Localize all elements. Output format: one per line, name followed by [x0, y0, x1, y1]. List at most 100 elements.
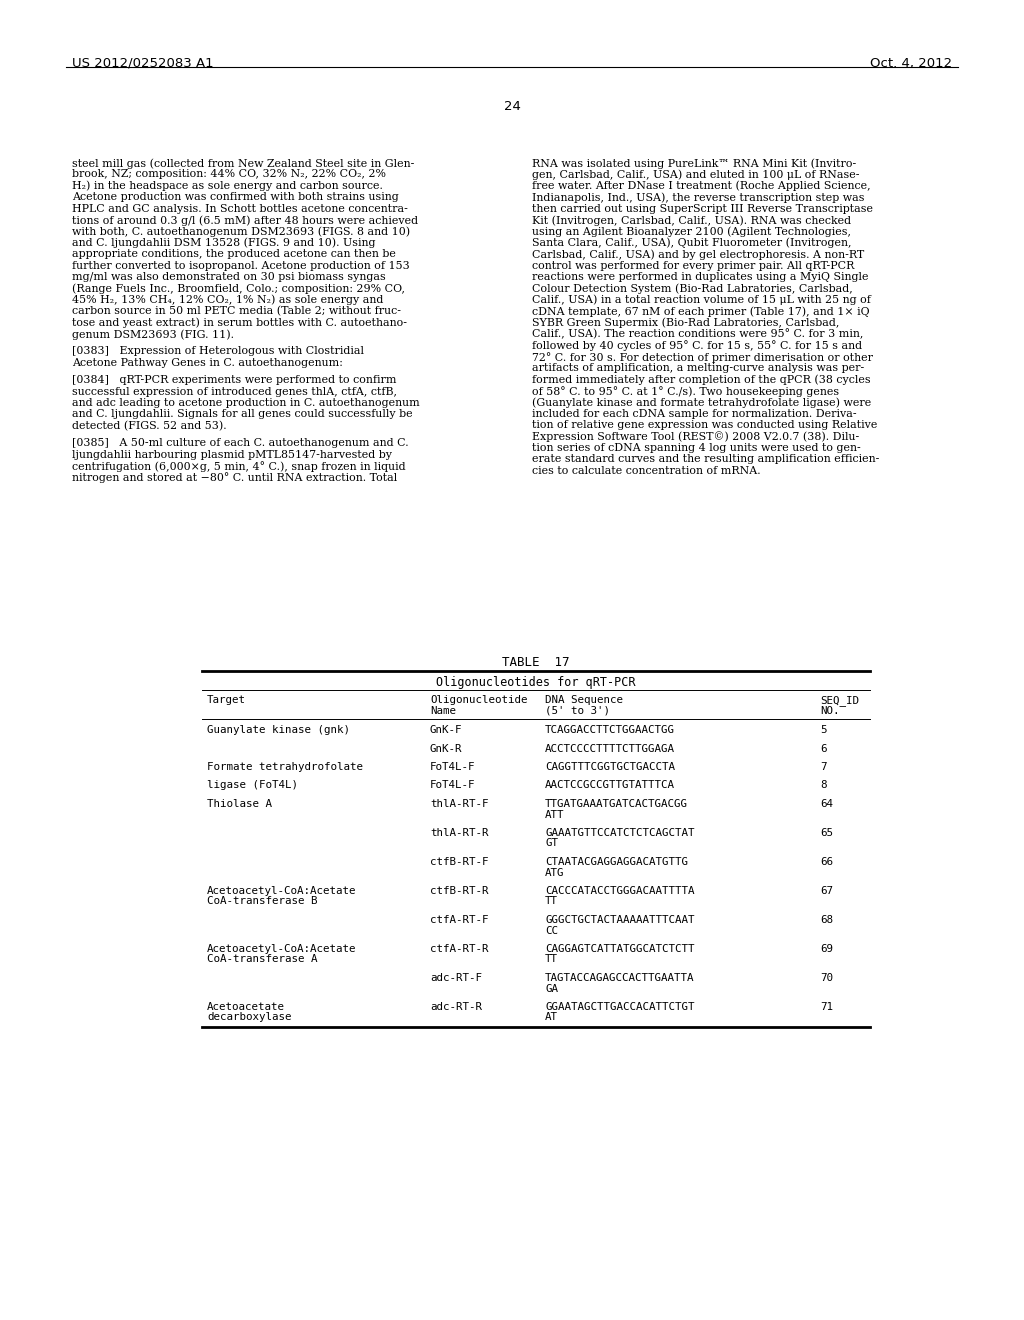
Text: (Range Fuels Inc., Broomfield, Colo.; composition: 29% CO,: (Range Fuels Inc., Broomfield, Colo.; co… — [72, 284, 406, 294]
Text: GnK-R: GnK-R — [430, 743, 463, 754]
Text: thlA-RT-R: thlA-RT-R — [430, 828, 488, 838]
Text: 68: 68 — [820, 915, 833, 925]
Text: centrifugation (6,000×g, 5 min, 4° C.), snap frozen in liquid: centrifugation (6,000×g, 5 min, 4° C.), … — [72, 461, 406, 471]
Text: TTGATGAAATGATCACTGACGG: TTGATGAAATGATCACTGACGG — [545, 799, 688, 809]
Text: NO.: NO. — [820, 705, 840, 715]
Text: tion series of cDNA spanning 4 log units were used to gen-: tion series of cDNA spanning 4 log units… — [532, 444, 861, 453]
Text: TAGTACCAGAGCCACTTGAATTA: TAGTACCAGAGCCACTTGAATTA — [545, 973, 694, 983]
Text: GnK-F: GnK-F — [430, 725, 463, 735]
Text: 71: 71 — [820, 1002, 833, 1012]
Text: AACTCCGCCGTTGTATTTCA: AACTCCGCCGTTGTATTTCA — [545, 780, 675, 791]
Text: tose and yeast extract) in serum bottles with C. autoethano-: tose and yeast extract) in serum bottles… — [72, 318, 407, 329]
Text: FoT4L-F: FoT4L-F — [430, 780, 475, 791]
Text: and C. ljungdahlii. Signals for all genes could successfully be: and C. ljungdahlii. Signals for all gene… — [72, 409, 413, 420]
Text: detected (FIGS. 52 and 53).: detected (FIGS. 52 and 53). — [72, 421, 226, 432]
Text: 72° C. for 30 s. For detection of primer dimerisation or other: 72° C. for 30 s. For detection of primer… — [532, 352, 873, 363]
Text: 66: 66 — [820, 857, 833, 867]
Text: GA: GA — [545, 983, 558, 994]
Text: Santa Clara, Calif., USA), Qubit Fluorometer (Invitrogen,: Santa Clara, Calif., USA), Qubit Fluorom… — [532, 238, 852, 248]
Text: ctfA-RT-F: ctfA-RT-F — [430, 915, 488, 925]
Text: ligase (FoT4L): ligase (FoT4L) — [207, 780, 298, 791]
Text: GT: GT — [545, 838, 558, 849]
Text: ctfB-RT-R: ctfB-RT-R — [430, 886, 488, 896]
Text: gen, Carlsbad, Calif., USA) and eluted in 100 μL of RNase-: gen, Carlsbad, Calif., USA) and eluted i… — [532, 169, 859, 180]
Text: then carried out using SuperScript III Reverse Transcriptase: then carried out using SuperScript III R… — [532, 203, 873, 214]
Text: control was performed for every primer pair. All qRT-PCR: control was performed for every primer p… — [532, 260, 854, 271]
Text: ATG: ATG — [545, 867, 564, 878]
Text: Target: Target — [207, 696, 246, 705]
Text: TT: TT — [545, 954, 558, 965]
Text: CC: CC — [545, 925, 558, 936]
Text: GGAATAGCTTGACCACATTCTGT: GGAATAGCTTGACCACATTCTGT — [545, 1002, 694, 1012]
Text: with both, C. autoethanogenum DSM23693 (FIGS. 8 and 10): with both, C. autoethanogenum DSM23693 (… — [72, 227, 411, 238]
Text: adc-RT-F: adc-RT-F — [430, 973, 482, 983]
Text: Acetoacetate: Acetoacetate — [207, 1002, 285, 1012]
Text: decarboxylase: decarboxylase — [207, 1012, 292, 1023]
Text: steel mill gas (collected from New Zealand Steel site in Glen-: steel mill gas (collected from New Zeala… — [72, 158, 415, 169]
Text: Carlsbad, Calif., USA) and by gel electrophoresis. A non-RT: Carlsbad, Calif., USA) and by gel electr… — [532, 249, 864, 260]
Text: GGGCTGCTACTAAAAATTTCAAT: GGGCTGCTACTAAAAATTTCAAT — [545, 915, 694, 925]
Text: (Guanylate kinase and formate tetrahydrofolate ligase) were: (Guanylate kinase and formate tetrahydro… — [532, 397, 871, 408]
Text: ctfB-RT-F: ctfB-RT-F — [430, 857, 488, 867]
Text: 69: 69 — [820, 944, 833, 954]
Text: included for each cDNA sample for normalization. Deriva-: included for each cDNA sample for normal… — [532, 409, 857, 418]
Text: CAGGAGTCATTATGGCATCTCTT: CAGGAGTCATTATGGCATCTCTT — [545, 944, 694, 954]
Text: Expression Software Tool (REST©) 2008 V2.0.7 (38). Dilu-: Expression Software Tool (REST©) 2008 V2… — [532, 432, 859, 442]
Text: tion of relative gene expression was conducted using Relative: tion of relative gene expression was con… — [532, 420, 878, 430]
Text: using an Agilent Bioanalyzer 2100 (Agilent Technologies,: using an Agilent Bioanalyzer 2100 (Agile… — [532, 227, 851, 238]
Text: US 2012/0252083 A1: US 2012/0252083 A1 — [72, 57, 214, 70]
Text: appropriate conditions, the produced acetone can then be: appropriate conditions, the produced ace… — [72, 249, 396, 259]
Text: Acetone Pathway Genes in C. autoethanogenum:: Acetone Pathway Genes in C. autoethanoge… — [72, 358, 343, 368]
Text: RNA was isolated using PureLink™ RNA Mini Kit (Invitro-: RNA was isolated using PureLink™ RNA Min… — [532, 158, 856, 169]
Text: Guanylate kinase (gnk): Guanylate kinase (gnk) — [207, 725, 350, 735]
Text: SEQ_ID: SEQ_ID — [820, 696, 859, 706]
Text: ljungdahlii harbouring plasmid pMTL85147-harvested by: ljungdahlii harbouring plasmid pMTL85147… — [72, 450, 392, 459]
Text: TT: TT — [545, 896, 558, 907]
Text: [0384]   qRT-PCR experiments were performed to confirm: [0384] qRT-PCR experiments were performe… — [72, 375, 396, 385]
Text: and adc leading to acetone production in C. autoethanogenum: and adc leading to acetone production in… — [72, 399, 420, 408]
Text: SYBR Green Supermix (Bio-Rad Labratories, Carlsbad,: SYBR Green Supermix (Bio-Rad Labratories… — [532, 318, 840, 329]
Text: H₂) in the headspace as sole energy and carbon source.: H₂) in the headspace as sole energy and … — [72, 181, 383, 191]
Text: FoT4L-F: FoT4L-F — [430, 762, 475, 772]
Text: followed by 40 cycles of 95° C. for 15 s, 55° C. for 15 s and: followed by 40 cycles of 95° C. for 15 s… — [532, 341, 862, 351]
Text: GAAATGTTCCATCTCTCAGCTAT: GAAATGTTCCATCTCTCAGCTAT — [545, 828, 694, 838]
Text: AT: AT — [545, 1012, 558, 1023]
Text: TABLE  17: TABLE 17 — [502, 656, 569, 669]
Text: ctfA-RT-R: ctfA-RT-R — [430, 944, 488, 954]
Text: cDNA template, 67 nM of each primer (Table 17), and 1× iQ: cDNA template, 67 nM of each primer (Tab… — [532, 306, 869, 317]
Text: Acetoacetyl-CoA:Acetate: Acetoacetyl-CoA:Acetate — [207, 886, 356, 896]
Text: ATT: ATT — [545, 809, 564, 820]
Text: Kit (Invitrogen, Carlsbad, Calif., USA). RNA was checked: Kit (Invitrogen, Carlsbad, Calif., USA).… — [532, 215, 851, 226]
Text: 7: 7 — [820, 762, 826, 772]
Text: mg/ml was also demonstrated on 30 psi biomass syngas: mg/ml was also demonstrated on 30 psi bi… — [72, 272, 386, 282]
Text: 65: 65 — [820, 828, 833, 838]
Text: and C. ljungdahlii DSM 13528 (FIGS. 9 and 10). Using: and C. ljungdahlii DSM 13528 (FIGS. 9 an… — [72, 238, 376, 248]
Text: cies to calculate concentration of mRNA.: cies to calculate concentration of mRNA. — [532, 466, 761, 475]
Text: carbon source in 50 ml PETC media (Table 2; without fruc-: carbon source in 50 ml PETC media (Table… — [72, 306, 401, 317]
Text: DNA Sequence: DNA Sequence — [545, 696, 623, 705]
Text: of 58° C. to 95° C. at 1° C./s). Two housekeeping genes: of 58° C. to 95° C. at 1° C./s). Two hou… — [532, 385, 839, 397]
Text: Colour Detection System (Bio-Rad Labratories, Carlsbad,: Colour Detection System (Bio-Rad Labrato… — [532, 284, 853, 294]
Text: [0385]   A 50-ml culture of each C. autoethanogenum and C.: [0385] A 50-ml culture of each C. autoet… — [72, 438, 409, 449]
Text: 70: 70 — [820, 973, 833, 983]
Text: Acetoacetyl-CoA:Acetate: Acetoacetyl-CoA:Acetate — [207, 944, 356, 954]
Text: reactions were performed in duplicates using a MyiQ Single: reactions were performed in duplicates u… — [532, 272, 868, 282]
Text: 5: 5 — [820, 725, 826, 735]
Text: 24: 24 — [504, 100, 520, 114]
Text: 67: 67 — [820, 886, 833, 896]
Text: successful expression of introduced genes thlA, ctfA, ctfB,: successful expression of introduced gene… — [72, 387, 397, 396]
Text: artifacts of amplification, a melting-curve analysis was per-: artifacts of amplification, a melting-cu… — [532, 363, 864, 374]
Text: further converted to isopropanol. Acetone production of 153: further converted to isopropanol. Aceton… — [72, 260, 410, 271]
Text: Acetone production was confirmed with both strains using: Acetone production was confirmed with bo… — [72, 193, 398, 202]
Text: CoA-transferase B: CoA-transferase B — [207, 896, 317, 907]
Text: Calif., USA) in a total reaction volume of 15 μL with 25 ng of: Calif., USA) in a total reaction volume … — [532, 294, 870, 305]
Text: TCAGGACCTTCTGGAACTGG: TCAGGACCTTCTGGAACTGG — [545, 725, 675, 735]
Text: brook, NZ; composition: 44% CO, 32% N₂, 22% CO₂, 2%: brook, NZ; composition: 44% CO, 32% N₂, … — [72, 169, 386, 180]
Text: Formate tetrahydrofolate: Formate tetrahydrofolate — [207, 762, 362, 772]
Text: Oct. 4, 2012: Oct. 4, 2012 — [869, 57, 952, 70]
Text: adc-RT-R: adc-RT-R — [430, 1002, 482, 1012]
Text: Indianapolis, Ind., USA), the reverse transcription step was: Indianapolis, Ind., USA), the reverse tr… — [532, 193, 864, 203]
Text: thlA-RT-F: thlA-RT-F — [430, 799, 488, 809]
Text: CACCCATACCTGGGACAATTTTA: CACCCATACCTGGGACAATTTTA — [545, 886, 694, 896]
Text: CTAATACGAGGAGGACATGTTG: CTAATACGAGGAGGACATGTTG — [545, 857, 688, 867]
